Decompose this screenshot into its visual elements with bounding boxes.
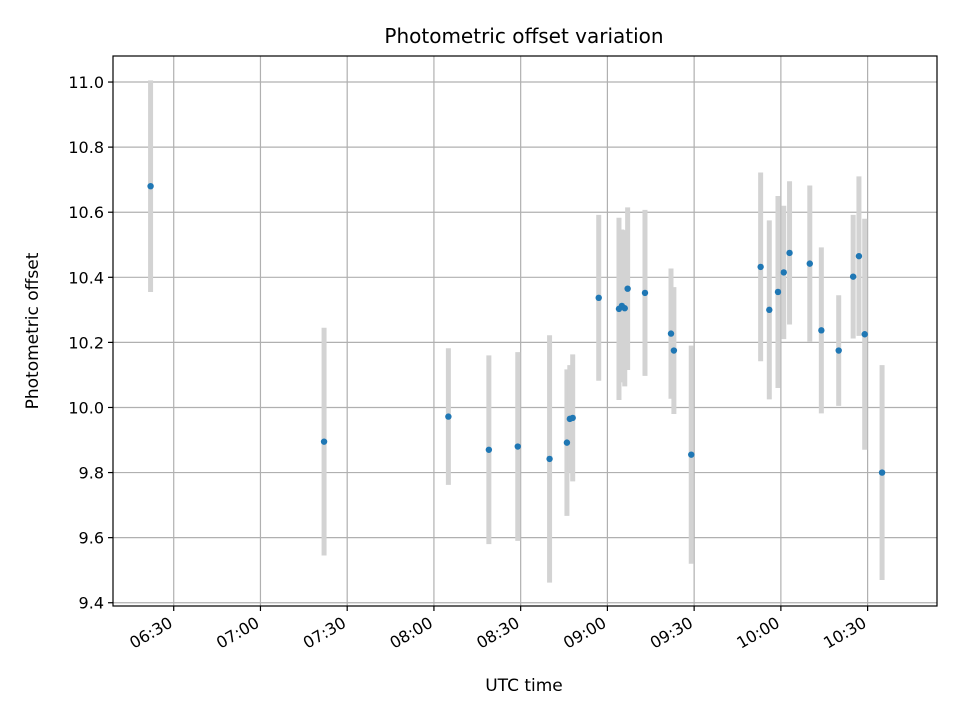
y-tick-label: 9.8 [79,464,104,483]
data-point [757,263,764,271]
data-point [624,285,631,292]
data-point [855,252,863,260]
y-tick-label: 10.8 [68,138,104,157]
data-point [641,289,649,297]
data-point [621,305,628,312]
y-tick-label: 10.6 [68,203,104,222]
data-point [320,438,328,445]
data-point [563,439,571,446]
data-point [766,306,773,314]
chart-title: Photometric offset variation [384,24,663,48]
data-point [835,347,842,354]
data-point [670,347,678,354]
data-point [878,469,886,476]
y-axis-label: Photometric offset [23,252,43,409]
data-point [818,327,825,334]
data-point [546,455,553,463]
data-point [569,414,576,422]
plot-frame [112,55,938,607]
y-tick-label: 9.4 [79,594,104,613]
grid [113,56,937,606]
data-point [774,288,782,296]
data-point [667,330,675,337]
data-point [786,249,793,257]
y-tick-label: 10.2 [68,333,104,352]
data-point [861,331,868,338]
data-point [595,294,602,302]
data-point [849,273,857,280]
y-tick-label: 10.0 [68,398,104,417]
data-point [514,443,521,450]
y-tick-label: 10.4 [68,268,104,287]
data-point [780,269,787,276]
data-point [147,182,154,190]
y-tick-label: 11.0 [68,73,104,92]
data-point [806,260,813,267]
data-point [688,451,695,458]
data-points [147,182,886,476]
data-point [485,446,493,453]
x-axis-label: UTC time [485,676,563,696]
data-point [445,413,452,420]
y-tick-label: 9.6 [79,529,104,548]
